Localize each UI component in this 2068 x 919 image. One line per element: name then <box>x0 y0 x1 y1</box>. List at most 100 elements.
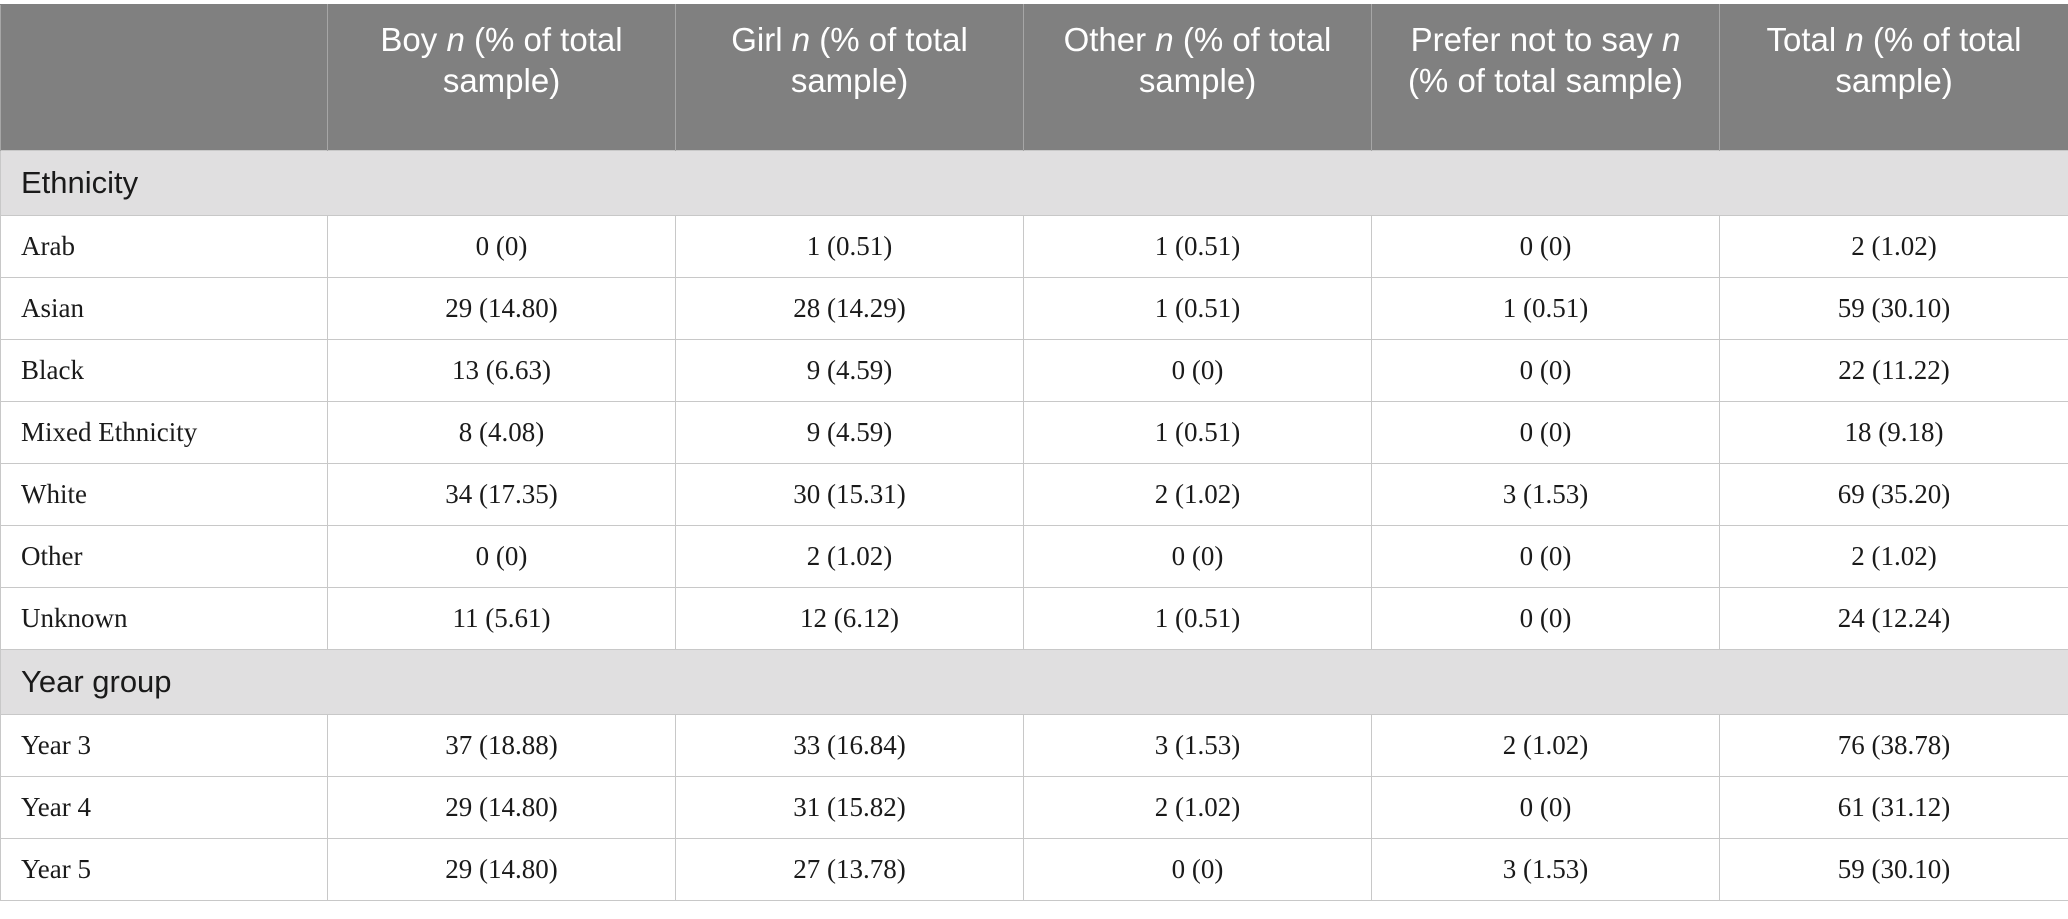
table-row: Asian 29 (14.80) 28 (14.29) 1 (0.51) 1 (0.51… <box>0 277 2068 340</box>
header-total-pre: Total <box>1766 21 1846 58</box>
cell-total: 2 (1.02) <box>1719 215 2068 278</box>
cell-girl: 9 (4.59) <box>675 401 1024 464</box>
cell-girl: 28 (14.29) <box>675 277 1024 340</box>
row-label: Year 4 <box>0 776 328 839</box>
cell-other: 0 (0) <box>1023 525 1372 588</box>
header-total: Total n (% of total sample) <box>1719 4 2068 151</box>
cell-boy: 13 (6.63) <box>327 339 676 402</box>
header-prefer-not-to-say: Prefer not to say n (% of total sample) <box>1371 4 1720 151</box>
cell-prefer-not-to-say: 0 (0) <box>1371 587 1720 650</box>
table-row: White 34 (17.35) 30 (15.31) 2 (1.02) 3 (1.53… <box>0 463 2068 526</box>
header-girl-pre: Girl <box>731 21 792 58</box>
row-label: Year 5 <box>0 838 328 901</box>
table-row: Year 5 29 (14.80) 27 (13.78) 0 (0) 3 (1.53) 5… <box>0 838 2068 901</box>
section-header-row: Year group <box>0 649 2068 715</box>
cell-total: 76 (38.78) <box>1719 714 2068 777</box>
table-header: Boy n (% of total sample) Girl n (% of t… <box>0 4 2068 151</box>
cell-boy: 0 (0) <box>327 215 676 278</box>
cell-other: 1 (0.51) <box>1023 277 1372 340</box>
cell-boy: 29 (14.80) <box>327 776 676 839</box>
cell-total: 18 (9.18) <box>1719 401 2068 464</box>
cell-total: 59 (30.10) <box>1719 277 2068 340</box>
cell-prefer-not-to-say: 0 (0) <box>1371 776 1720 839</box>
row-label: Black <box>0 339 328 402</box>
table-row: Black 13 (6.63) 9 (4.59) 0 (0) 0 (0) 22 (11.2… <box>0 339 2068 402</box>
cell-total: 61 (31.12) <box>1719 776 2068 839</box>
table-row: Arab 0 (0) 1 (0.51) 1 (0.51) 0 (0) 2 (1.02) <box>0 215 2068 278</box>
cell-boy: 11 (5.61) <box>327 587 676 650</box>
cell-boy: 0 (0) <box>327 525 676 588</box>
row-label: Other <box>0 525 328 588</box>
table-row: Year 3 37 (18.88) 33 (16.84) 3 (1.53) 2 (1.0… <box>0 714 2068 777</box>
table-row: Other 0 (0) 2 (1.02) 0 (0) 0 (0) 2 (1.02) <box>0 525 2068 588</box>
header-prefer-post: (% of total sample) <box>1407 62 1684 99</box>
cell-girl: 1 (0.51) <box>675 215 1024 278</box>
cell-total: 22 (11.22) <box>1719 339 2068 402</box>
row-label: Asian <box>0 277 328 340</box>
cell-prefer-not-to-say: 1 (0.51) <box>1371 277 1720 340</box>
demographics-table: Boy n (% of total sample) Girl n (% of t… <box>0 4 2068 901</box>
cell-prefer-not-to-say: 2 (1.02) <box>1371 714 1720 777</box>
table-row: Mixed Ethnicity 8 (4.08) 9 (4.59) 1 (0.51) 0… <box>0 401 2068 464</box>
cell-other: 0 (0) <box>1023 339 1372 402</box>
header-prefer-n: n <box>1661 21 1681 58</box>
section-header-row: Ethnicity <box>0 150 2068 216</box>
cell-total: 24 (12.24) <box>1719 587 2068 650</box>
cell-boy: 8 (4.08) <box>327 401 676 464</box>
header-boy-pre: Boy <box>380 21 447 58</box>
cell-other: 2 (1.02) <box>1023 776 1372 839</box>
cell-total: 59 (30.10) <box>1719 838 2068 901</box>
header-boy: Boy n (% of total sample) <box>327 4 676 151</box>
header-total-post: (% of total sample) <box>1835 21 2022 99</box>
table-body: Ethnicity Arab 0 (0) 1 (0.51) 1 (0.51) 0 (0) 2… <box>0 150 2068 901</box>
header-girl: Girl n (% of total sample) <box>675 4 1024 151</box>
row-label: Unknown <box>0 587 328 650</box>
cell-boy: 34 (17.35) <box>327 463 676 526</box>
cell-other: 3 (1.53) <box>1023 714 1372 777</box>
cell-prefer-not-to-say: 0 (0) <box>1371 401 1720 464</box>
cell-boy: 37 (18.88) <box>327 714 676 777</box>
cell-other: 1 (0.51) <box>1023 401 1372 464</box>
cell-prefer-not-to-say: 0 (0) <box>1371 525 1720 588</box>
row-label: Mixed Ethnicity <box>0 401 328 464</box>
cell-boy: 29 (14.80) <box>327 838 676 901</box>
cell-girl: 33 (16.84) <box>675 714 1024 777</box>
cell-total: 69 (35.20) <box>1719 463 2068 526</box>
row-label: Arab <box>0 215 328 278</box>
cell-prefer-not-to-say: 0 (0) <box>1371 215 1720 278</box>
cell-other: 1 (0.51) <box>1023 215 1372 278</box>
cell-girl: 9 (4.59) <box>675 339 1024 402</box>
cell-prefer-not-to-say: 3 (1.53) <box>1371 463 1720 526</box>
cell-girl: 12 (6.12) <box>675 587 1024 650</box>
demographics-table-container: Boy n (% of total sample) Girl n (% of t… <box>0 4 2068 901</box>
header-total-n: n <box>1845 21 1864 58</box>
header-other-n: n <box>1155 21 1174 58</box>
section-title: Year group <box>0 649 2068 715</box>
header-empty-cell <box>0 4 328 151</box>
table-row: Unknown 11 (5.61) 12 (6.12) 1 (0.51) 0 (0) 24… <box>0 587 2068 650</box>
cell-prefer-not-to-say: 3 (1.53) <box>1371 838 1720 901</box>
section-title: Ethnicity <box>0 150 2068 216</box>
header-boy-n: n <box>446 21 465 58</box>
header-prefer-pre: Prefer not to say <box>1410 21 1662 58</box>
cell-other: 2 (1.02) <box>1023 463 1372 526</box>
header-row: Boy n (% of total sample) Girl n (% of t… <box>0 4 2068 151</box>
cell-girl: 27 (13.78) <box>675 838 1024 901</box>
header-girl-post: (% of total sample) <box>790 21 968 99</box>
cell-other: 1 (0.51) <box>1023 587 1372 650</box>
cell-total: 2 (1.02) <box>1719 525 2068 588</box>
cell-prefer-not-to-say: 0 (0) <box>1371 339 1720 402</box>
cell-girl: 31 (15.82) <box>675 776 1024 839</box>
header-other: Other n (% of total sample) <box>1023 4 1372 151</box>
cell-girl: 30 (15.31) <box>675 463 1024 526</box>
header-other-pre: Other <box>1063 21 1156 58</box>
row-label: Year 3 <box>0 714 328 777</box>
cell-girl: 2 (1.02) <box>675 525 1024 588</box>
row-label: White <box>0 463 328 526</box>
header-other-post: (% of total sample) <box>1138 21 1332 99</box>
table-row: Year 4 29 (14.80) 31 (15.82) 2 (1.02) 0 (0) 6… <box>0 776 2068 839</box>
cell-other: 0 (0) <box>1023 838 1372 901</box>
header-boy-post: (% of total sample) <box>442 21 623 99</box>
header-girl-n: n <box>791 21 811 58</box>
cell-boy: 29 (14.80) <box>327 277 676 340</box>
